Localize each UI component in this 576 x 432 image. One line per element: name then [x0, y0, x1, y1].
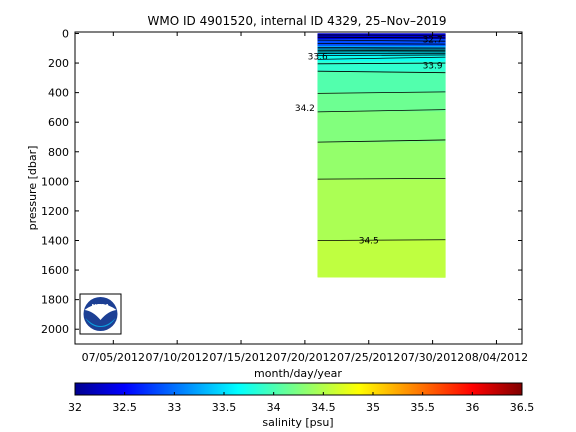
salinity-layer	[317, 179, 446, 241]
x-tick-label: 07/05/2012	[82, 351, 145, 364]
salinity-field	[317, 33, 446, 278]
y-tick-label: 2000	[41, 323, 69, 336]
y-tick-label: 1800	[41, 294, 69, 307]
plot-area: 32.7 33.6 33.9 34.2 34.5	[74, 31, 523, 345]
colorbar-tick-label: 36	[465, 401, 479, 414]
contour-line	[317, 70, 446, 74]
contour-line	[317, 62, 446, 65]
logo-lower-wave	[85, 318, 116, 327]
y-tick-label: 600	[48, 116, 69, 129]
y-axis-label: pressure [dbar]	[26, 146, 39, 231]
contour-line	[317, 91, 446, 94]
y-tick-label: 1200	[41, 205, 69, 218]
contour-line	[317, 239, 446, 241]
y-tick-label: 1000	[41, 175, 69, 188]
salinity-layer	[317, 92, 446, 113]
chart-title: WMO ID 4901520, internal ID 4329, 25–Nov…	[148, 14, 447, 28]
y-tick-label: 800	[48, 146, 69, 159]
x-tick-label: 07/15/2012	[209, 351, 272, 364]
noaa-logo: NOAA	[79, 293, 122, 335]
contour-line	[317, 43, 446, 45]
colorbar-label: salinity [psu]	[262, 416, 333, 429]
contour-label: 33.9	[423, 61, 443, 71]
y-tick-label: 400	[48, 87, 69, 100]
colorbar-tick-label: 32	[68, 401, 82, 414]
contour-line	[317, 56, 446, 60]
contour-line	[317, 54, 446, 57]
x-tick-label: 07/30/2012	[401, 351, 464, 364]
colorbar-tick-label: 35	[366, 401, 380, 414]
colorbar-tick-label: 34.5	[311, 401, 336, 414]
colorbar-tick-label: 32.5	[112, 401, 137, 414]
contour-line	[317, 177, 446, 180]
colorbar-tick-label: 35.5	[410, 401, 435, 414]
plot-frame	[74, 31, 523, 345]
contour-label: 34.2	[295, 104, 315, 114]
salinity-layer	[317, 142, 446, 181]
colorbar-ticks: 32 32.5 33 33.5 34 34.5 35 35.5 36 36.5	[68, 392, 534, 414]
contour-label: 34.5	[359, 236, 379, 246]
contour-labels: 32.7 33.6 33.9 34.2 34.5	[295, 35, 443, 246]
contour-label: 33.6	[308, 52, 328, 62]
y-tick-label: 1600	[41, 264, 69, 277]
contour-line	[317, 36, 446, 39]
contour-line	[317, 139, 446, 143]
colorbar-tick-label: 33.5	[212, 401, 237, 414]
colorbar-tick-label: 36.5	[510, 401, 535, 414]
x-tick-label: 07/25/2012	[337, 351, 400, 364]
contour-line	[317, 39, 446, 42]
x-tick-label: 08/04/2012	[465, 351, 528, 364]
y-tick-label: 200	[48, 57, 69, 70]
y-tick-label: 1400	[41, 234, 69, 247]
isohaline-contours	[317, 34, 446, 241]
colorbar-tick-label: 33	[167, 401, 181, 414]
logo-gull-wave	[84, 304, 117, 320]
colorbar-tick-label: 34	[267, 401, 281, 414]
colorbar-gradient	[74, 382, 523, 396]
y-tick-label: 0	[62, 27, 69, 40]
contour-label: 32.7	[423, 35, 443, 45]
salinity-layer	[317, 71, 446, 93]
plot-background	[75, 32, 522, 344]
salinity-layer	[317, 240, 446, 278]
salinity-layer	[317, 111, 446, 144]
logo-text: NOAA	[92, 304, 110, 310]
x-axis: 07/05/2012 07/10/2012 07/15/2012 07/20/2012…	[82, 32, 528, 364]
x-tick-label: 07/10/2012	[145, 351, 208, 364]
contour-line	[317, 109, 446, 113]
x-axis-label: month/day/year	[254, 367, 342, 380]
x-tick-label: 07/20/2012	[273, 351, 336, 364]
colorbar: 32 32.5 33 33.5 34 34.5 35 35.5 36 36.5 salinity …	[68, 382, 534, 429]
y-axis: 0 200 400 600 800 1000 1200 1400 1600 1800 2000	[41, 27, 522, 336]
